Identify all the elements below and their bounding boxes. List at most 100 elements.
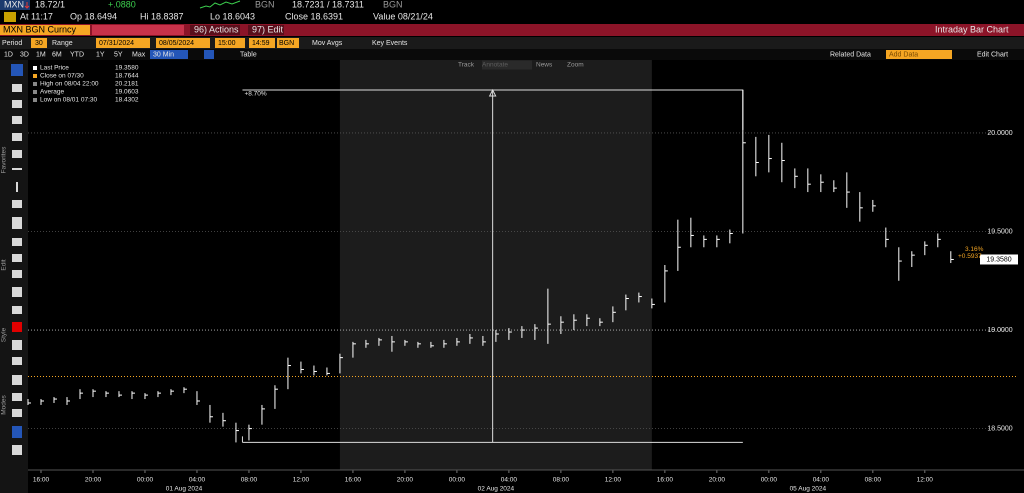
range-button[interactable]: 1M	[36, 51, 46, 58]
tool-icon[interactable]	[11, 64, 23, 76]
tool-icon[interactable]	[12, 322, 22, 332]
range-button[interactable]: 1Y	[96, 51, 105, 58]
legend-value: 18.4302	[115, 97, 139, 104]
last-price-box	[980, 254, 1018, 265]
highlight-region	[339, 60, 652, 470]
range-button[interactable]: 1D	[4, 51, 13, 58]
legend-swatch	[33, 82, 37, 86]
start-date-box[interactable]	[96, 38, 150, 48]
chart-type-icon[interactable]	[204, 50, 214, 59]
tool-icons	[11, 64, 23, 455]
tool-icon[interactable]	[12, 238, 22, 246]
x-tick-label: 16:00	[657, 477, 674, 484]
quote-high: Hi 18.8387	[140, 11, 184, 21]
legend-value: 20.2181	[115, 81, 139, 88]
range-button[interactable]: 3D	[20, 51, 29, 58]
source[interactable]: BGN	[279, 40, 294, 47]
chart: TrackAnnotateNewsZoom18.500019.000019.50…	[27, 60, 1024, 493]
security[interactable]: MXN BGN Curncy	[3, 24, 77, 34]
tool-icon[interactable]	[12, 306, 22, 314]
source: BGN	[383, 0, 403, 9]
last-price-label: 19.3580	[986, 256, 1011, 263]
start-date[interactable]: 07/31/2024	[99, 40, 134, 47]
tool-icon[interactable]	[12, 217, 22, 229]
tool-icon[interactable]	[12, 200, 22, 208]
tool-icon[interactable]	[12, 84, 22, 92]
side-label: Edit	[1, 259, 8, 270]
down-arrow	[24, 2, 30, 9]
actions-button[interactable]	[190, 25, 240, 35]
tool-icon[interactable]	[12, 116, 22, 124]
legend-swatch	[33, 90, 37, 94]
y-tick-label: 20.0000	[987, 130, 1012, 137]
y-tick-label: 19.5000	[987, 228, 1012, 235]
edit-button[interactable]	[248, 25, 284, 35]
actions[interactable]: 96) Actions	[194, 24, 239, 34]
add-data[interactable]: Add Data	[889, 51, 918, 58]
quote-time: At 11:17	[20, 11, 53, 21]
key-events[interactable]: Key Events	[372, 40, 408, 47]
chart-name: Intraday Bar Chart	[935, 24, 1009, 34]
tool-icon[interactable]	[12, 287, 22, 297]
security-box[interactable]	[0, 25, 90, 35]
edit[interactable]: 97) Edit	[252, 24, 284, 34]
end-time-box[interactable]	[249, 38, 275, 48]
tool-icon[interactable]	[12, 375, 22, 385]
side-label: Style	[1, 327, 8, 342]
start-time-box[interactable]	[215, 38, 245, 48]
interval[interactable]: 30 Min	[153, 51, 174, 58]
change-abs: +0.5937	[958, 253, 982, 260]
tool-icon[interactable]	[12, 150, 22, 158]
period-box[interactable]	[31, 38, 47, 48]
chart-tool[interactable]: Zoom	[567, 62, 584, 69]
range-button[interactable]: 5Y	[114, 51, 123, 58]
tool-icon[interactable]	[12, 340, 22, 350]
tool-icon[interactable]	[12, 357, 22, 365]
range-button[interactable]: 6M	[52, 51, 62, 58]
source-box[interactable]	[277, 38, 299, 48]
mov-avgs[interactable]: Mov Avgs	[312, 40, 343, 47]
quote-close: Close 18.6391	[285, 11, 343, 21]
tool-icon[interactable]	[16, 182, 18, 192]
arrow-head	[488, 88, 497, 97]
icon	[4, 12, 16, 22]
tool-icon[interactable]	[12, 445, 22, 455]
tool-icon[interactable]	[12, 168, 22, 170]
tool-icon[interactable]	[12, 133, 22, 141]
legend-name: Close on 07/30	[40, 73, 84, 80]
x-tick-label: 16:00	[33, 477, 50, 484]
end-date[interactable]: 08/05/2024	[159, 40, 194, 47]
interval-box[interactable]	[150, 50, 188, 59]
x-tick-label: 00:00	[137, 477, 154, 484]
tool-icon[interactable]	[12, 270, 22, 278]
table[interactable]: Table	[240, 51, 257, 58]
chart-tool[interactable]: News	[536, 62, 553, 69]
range-button[interactable]: Max	[132, 51, 146, 58]
range-button[interactable]: YTD	[70, 51, 84, 58]
quote-open: Op 18.6494	[70, 11, 117, 21]
period[interactable]: 30	[35, 40, 43, 47]
range-buttons: 1D 3D 1M 6M YTD 1Y 5Y Max	[4, 51, 146, 58]
side-label: Favorites	[1, 146, 8, 173]
chart-tool[interactable]: Track	[458, 62, 475, 69]
legend-name: Last Price	[40, 65, 69, 72]
tool-icon[interactable]	[12, 100, 22, 108]
add-data-box[interactable]	[886, 50, 952, 59]
tool-icon[interactable]	[12, 393, 22, 401]
start-time[interactable]: 15:00	[218, 40, 236, 47]
x-tick-label: 04:00	[501, 477, 518, 484]
field[interactable]	[92, 25, 184, 35]
end-time[interactable]: 14:59	[252, 40, 270, 47]
y-tick-label: 19.0000	[987, 327, 1012, 334]
related-data[interactable]: Related Data	[830, 51, 871, 58]
price: 18.72/1	[35, 0, 65, 9]
tool-icon[interactable]	[12, 409, 22, 417]
end-date-box[interactable]	[156, 38, 210, 48]
tool-icon[interactable]	[12, 426, 22, 438]
edit-chart[interactable]: Edit Chart	[977, 51, 1008, 58]
tool-icon[interactable]	[12, 254, 22, 262]
x-tick-label: 20:00	[85, 477, 102, 484]
x-tick-label: 16:00	[345, 477, 362, 484]
date-label: 02 Aug 2024	[478, 486, 515, 493]
